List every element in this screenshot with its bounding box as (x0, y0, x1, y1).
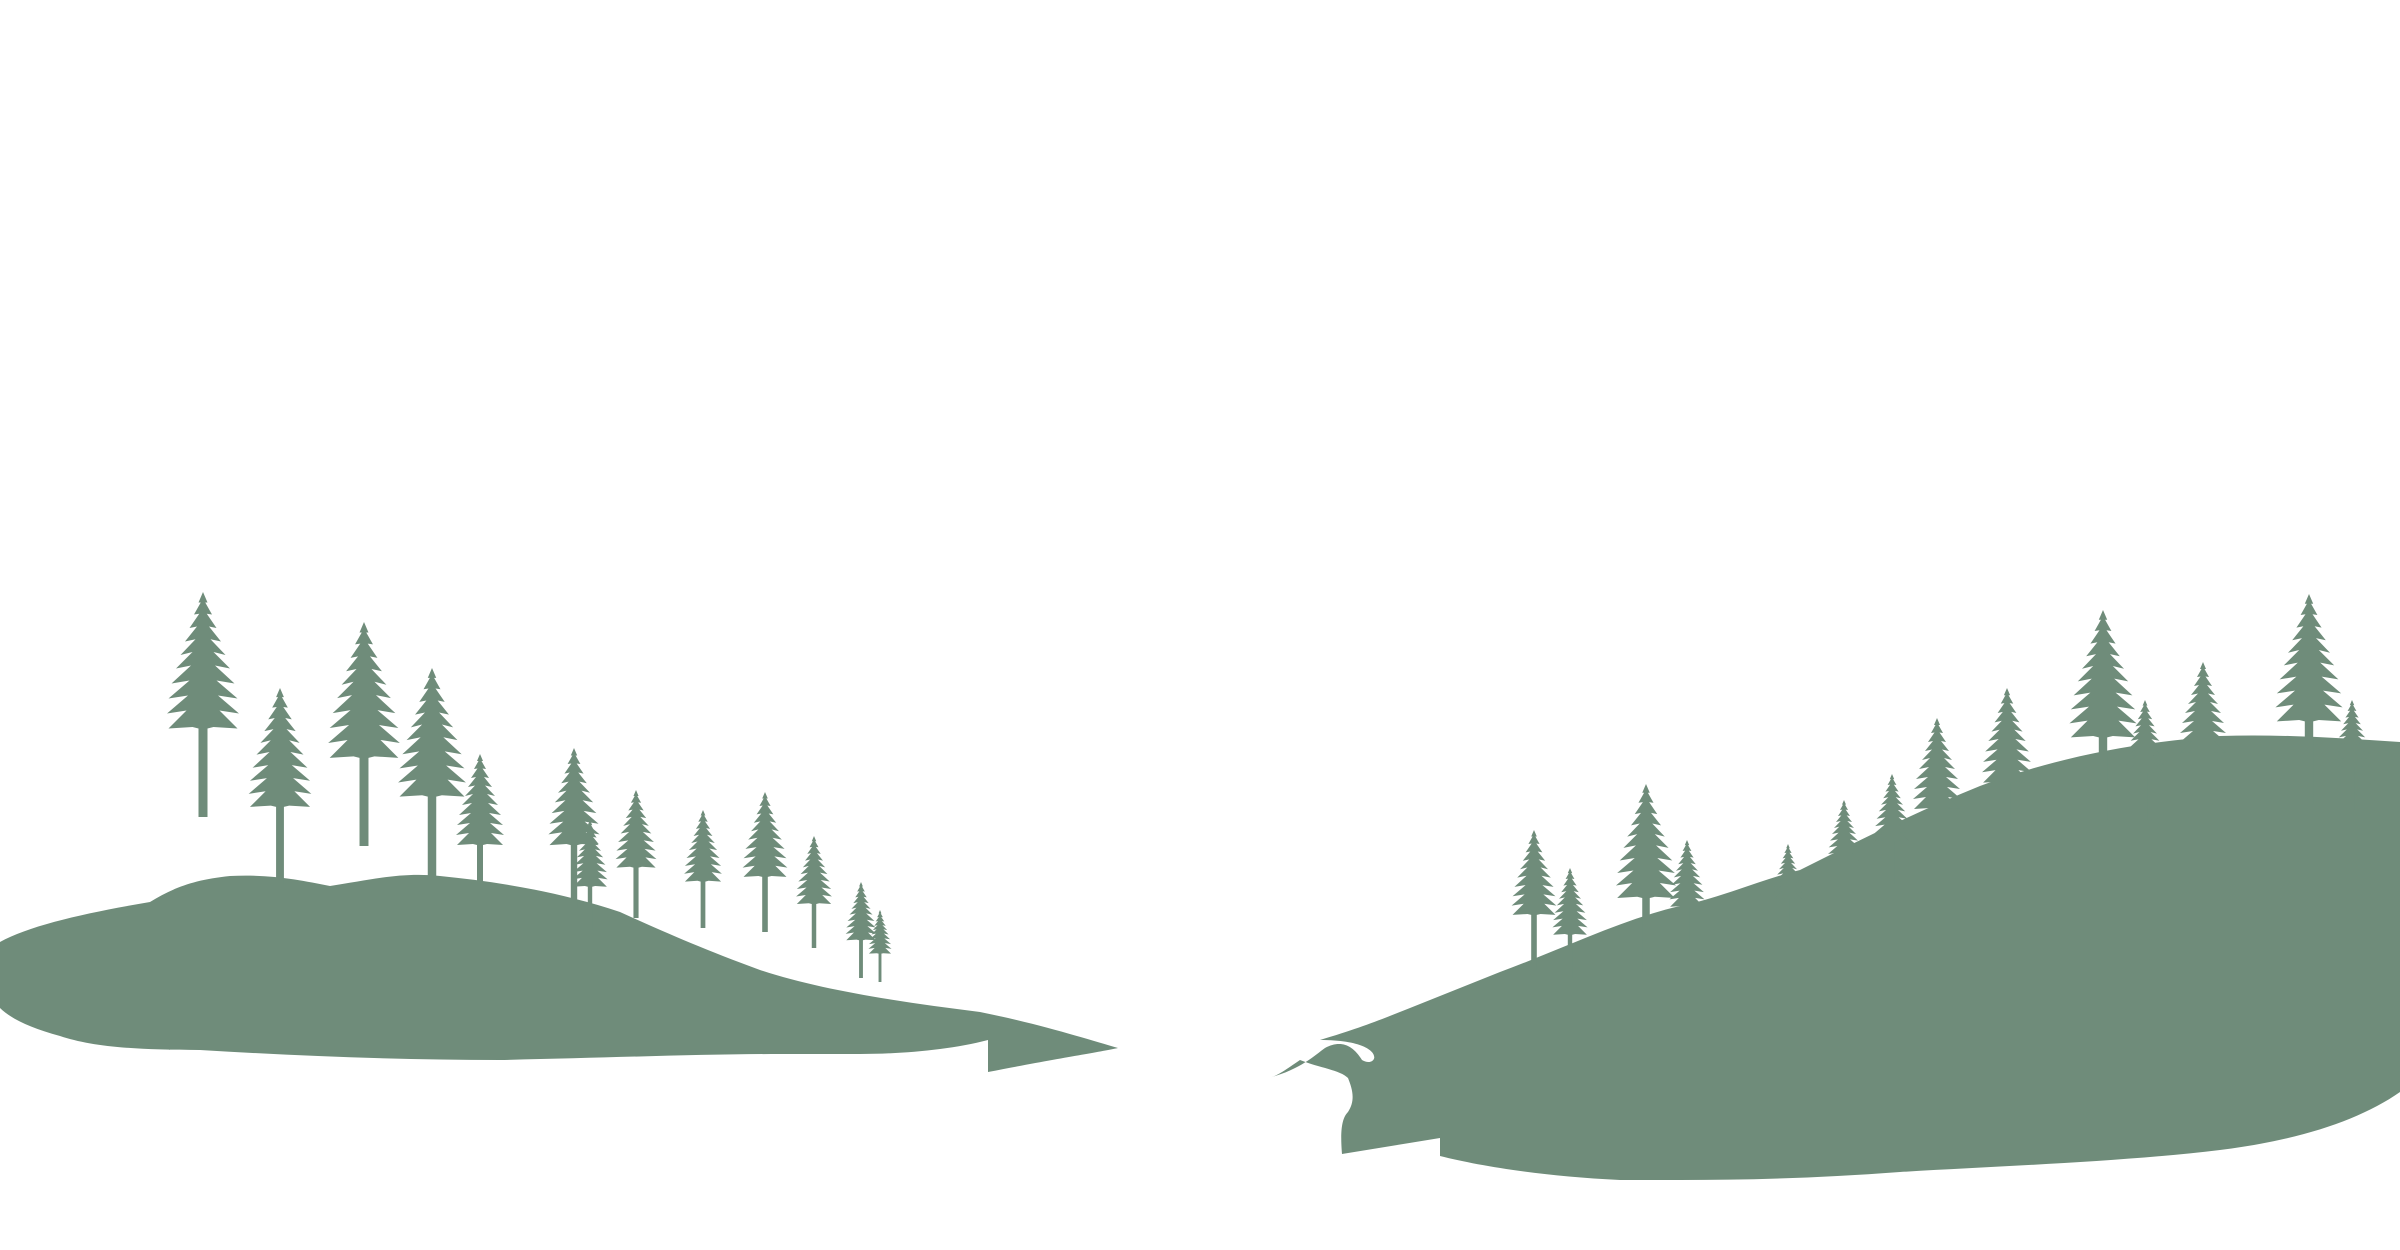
pine-tree-icon (328, 622, 400, 846)
pine-tree-icon (742, 792, 788, 932)
pine-tree-icon (1511, 830, 1557, 970)
pine-tree-icon (167, 592, 239, 817)
pine-tree-icon (845, 882, 877, 978)
left-island (0, 592, 1118, 1072)
right-island (1268, 594, 2400, 1180)
pine-tree-icon (398, 668, 466, 880)
pine-tree-icon (684, 810, 722, 928)
pine-tree-icon (796, 836, 832, 948)
right-island-landmass (1268, 735, 2400, 1180)
pine-tree-icon (615, 790, 657, 918)
left-island-landmass (0, 874, 1118, 1072)
pine-tree-icon (248, 688, 312, 884)
pine-tree-icon (868, 910, 892, 982)
